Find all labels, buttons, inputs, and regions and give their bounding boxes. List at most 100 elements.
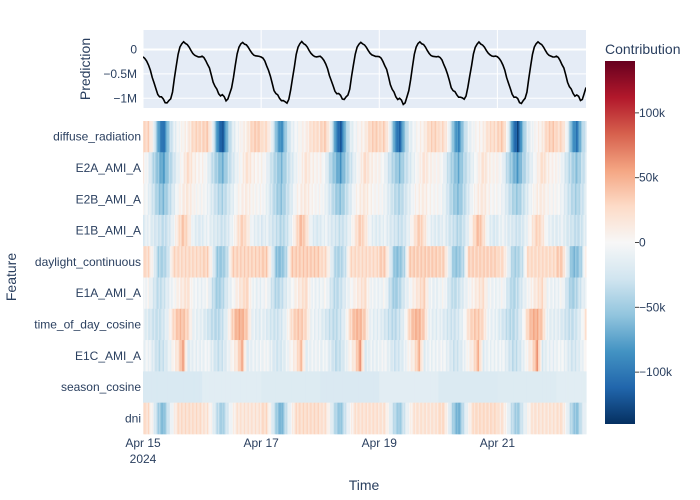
heatmap-cell — [555, 371, 558, 403]
heatmap-cell — [253, 121, 256, 153]
heatmap-cell — [467, 152, 470, 184]
heatmap-cell — [225, 402, 228, 435]
heatmap-cell — [290, 402, 293, 435]
heatmap-cell — [234, 214, 236, 247]
heatmap-cell — [347, 183, 350, 216]
heatmap-cell — [270, 277, 273, 310]
heatmap-cell — [566, 152, 569, 184]
heatmap-cell — [416, 402, 419, 435]
heatmap-cell — [258, 371, 261, 403]
heatmap-cell — [508, 152, 511, 184]
heatmap-cell — [490, 183, 492, 216]
heatmap-cell — [440, 308, 443, 341]
heatmap-cell — [359, 308, 362, 341]
heatmap-cell — [424, 277, 427, 310]
heatmap-cell — [483, 371, 486, 403]
heatmap-cell — [218, 308, 220, 341]
heatmap-cell — [215, 183, 218, 216]
heatmap-cell — [226, 152, 229, 184]
heatmap-cell — [552, 246, 555, 278]
heatmap-cell — [349, 371, 352, 403]
heatmap-cell — [507, 121, 510, 153]
heatmap-cell — [487, 214, 490, 247]
heatmap-cell — [480, 402, 482, 435]
heatmap-cell — [555, 121, 558, 153]
heatmap-cell — [411, 402, 414, 435]
heatmap-cell — [524, 183, 527, 216]
heatmap-cell — [378, 371, 380, 403]
heatmap-cell — [314, 340, 316, 372]
heatmap-cell — [277, 371, 279, 403]
heatmap-cell — [390, 402, 393, 435]
heatmap-cell — [407, 246, 410, 278]
heatmap-cell — [433, 277, 436, 310]
heatmap-cell — [396, 121, 399, 153]
heatmap-cell — [323, 214, 326, 247]
heatmap-cell — [174, 402, 177, 435]
heatmap-cell — [264, 277, 267, 310]
heatmap-cell — [391, 121, 394, 153]
heatmap-cell — [231, 308, 234, 341]
heatmap-cell — [358, 308, 361, 341]
heatmap-cell — [245, 277, 247, 310]
heatmap-cell — [545, 152, 548, 184]
heatmap-cell — [283, 277, 286, 310]
heatmap-cell — [293, 340, 295, 372]
heatmap-cell — [485, 121, 487, 153]
heatmap-cell — [384, 183, 387, 216]
heatmap-cell — [432, 402, 435, 435]
heatmap-cell — [312, 214, 315, 247]
heatmap-cell — [316, 214, 319, 247]
heatmap-cell — [298, 152, 300, 184]
heatmap-cell — [143, 277, 145, 310]
heatmap-cell — [183, 152, 186, 184]
heatmap-cell — [282, 152, 284, 184]
heatmap-cell — [334, 246, 337, 278]
heatmap-cell — [565, 340, 567, 372]
heatmap-cell — [333, 277, 336, 310]
heatmap-cell — [334, 277, 337, 310]
heatmap-cell — [176, 340, 179, 372]
heatmap-cell — [502, 246, 505, 278]
heatmap-cell — [416, 277, 419, 310]
heatmap-cell — [279, 308, 282, 341]
heatmap-cell — [490, 340, 492, 372]
heatmap-cell — [368, 308, 371, 341]
heatmap-cell — [539, 246, 542, 278]
heatmap-cell — [299, 183, 302, 216]
heatmap-cell — [368, 402, 371, 435]
heatmap-cell — [470, 402, 473, 435]
heatmap-cell — [381, 121, 384, 153]
heatmap-cell — [378, 214, 380, 247]
heatmap-cell — [560, 152, 562, 184]
heatmap-cell — [530, 277, 533, 310]
heatmap-cell — [354, 402, 357, 435]
heatmap-cell — [231, 121, 234, 153]
heatmap-cell — [417, 402, 420, 435]
heatmap-cell — [573, 308, 576, 341]
heatmap-cell — [486, 214, 489, 247]
heatmap-cell — [373, 214, 375, 247]
heatmap-cell — [259, 121, 262, 153]
heatmap-cell — [476, 371, 479, 403]
heatmap-cell — [150, 152, 153, 184]
heatmap-cell — [322, 214, 325, 247]
heatmap-cell — [258, 152, 261, 184]
heatmap-cell — [322, 152, 325, 184]
heatmap-cell — [494, 371, 497, 403]
heatmap-cell — [300, 402, 303, 435]
heatmap-cell — [375, 152, 378, 184]
heatmap-cell — [302, 121, 305, 153]
heatmap-cell — [487, 152, 490, 184]
heatmap-cell — [432, 340, 435, 372]
heatmap-cell — [188, 402, 191, 435]
heatmap-cell — [520, 121, 523, 153]
heatmap-cell — [384, 340, 387, 372]
heatmap-cell — [485, 152, 487, 184]
heatmap-cell — [551, 308, 554, 341]
heatmap-cell — [288, 308, 291, 341]
heatmap-cell — [523, 402, 526, 435]
heatmap-cell — [359, 183, 362, 216]
heatmap-cell — [338, 402, 341, 435]
heatmap-cell — [243, 121, 246, 153]
